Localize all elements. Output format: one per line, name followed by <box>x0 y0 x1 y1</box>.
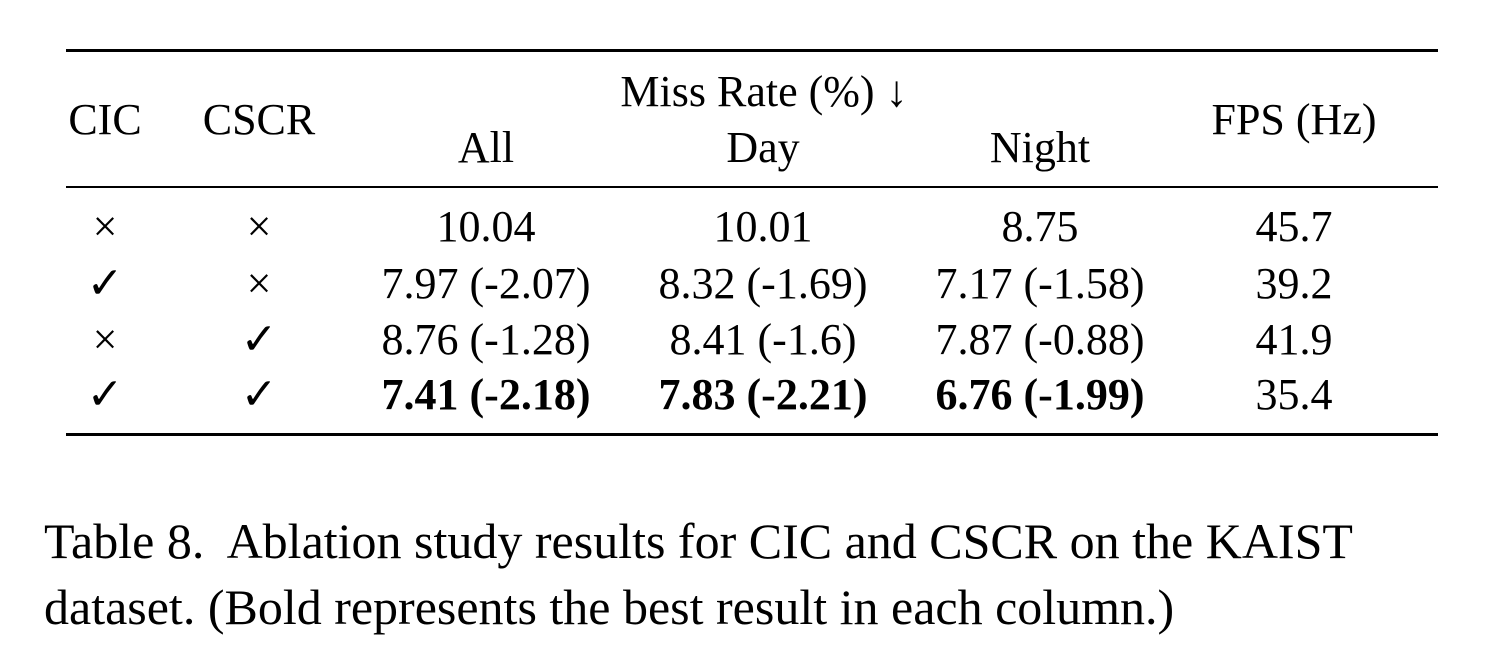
cell-cic: × <box>92 202 118 251</box>
cell-all: 8.76 (-1.28) <box>381 315 591 364</box>
table-top-rule <box>66 49 1438 52</box>
cell-cic: ✓ <box>86 370 124 419</box>
cell-all: 7.97 (-2.07) <box>381 259 591 308</box>
cell-fps: 39.2 <box>1255 259 1333 308</box>
cell-all-best: 7.41 (-2.18) <box>381 370 591 419</box>
cell-fps: 41.9 <box>1255 315 1333 364</box>
cell-cscr: × <box>246 202 272 251</box>
cell-all: 10.04 <box>436 202 536 251</box>
header-fps: FPS (Hz) <box>1211 95 1377 144</box>
header-day: Day <box>726 123 800 172</box>
cell-cscr: ✓ <box>240 315 278 364</box>
header-all: All <box>457 123 515 172</box>
cell-day: 8.32 (-1.69) <box>658 259 868 308</box>
table-caption: Table 8. Ablation study results for CIC … <box>44 508 1464 640</box>
caption-line-2: dataset. (Bold represents the best resul… <box>44 579 1175 635</box>
cell-day-best: 7.83 (-2.21) <box>658 370 868 419</box>
cell-day: 8.41 (-1.6) <box>669 315 857 364</box>
cell-cic: ✓ <box>86 259 124 308</box>
cell-night-best: 6.76 (-1.99) <box>935 370 1145 419</box>
header-cscr: CSCR <box>202 95 316 144</box>
cell-fps: 45.7 <box>1255 202 1333 251</box>
caption-line-1: Table 8. Ablation study results for CIC … <box>44 513 1353 569</box>
header-cic: CIC <box>68 95 142 144</box>
cell-cic: × <box>92 315 118 364</box>
cell-night: 8.75 <box>1001 202 1079 251</box>
cell-night: 7.87 (-0.88) <box>935 315 1145 364</box>
cell-cscr: × <box>246 259 272 308</box>
header-night: Night <box>989 123 1091 172</box>
header-miss-rate: Miss Rate (%) ↓ <box>620 67 908 116</box>
cell-fps: 35.4 <box>1255 370 1333 419</box>
cell-night: 7.17 (-1.58) <box>935 259 1145 308</box>
table-mid-rule <box>66 186 1438 188</box>
table-bottom-rule <box>66 433 1438 436</box>
cell-cscr: ✓ <box>240 370 278 419</box>
cell-day: 10.01 <box>713 202 813 251</box>
